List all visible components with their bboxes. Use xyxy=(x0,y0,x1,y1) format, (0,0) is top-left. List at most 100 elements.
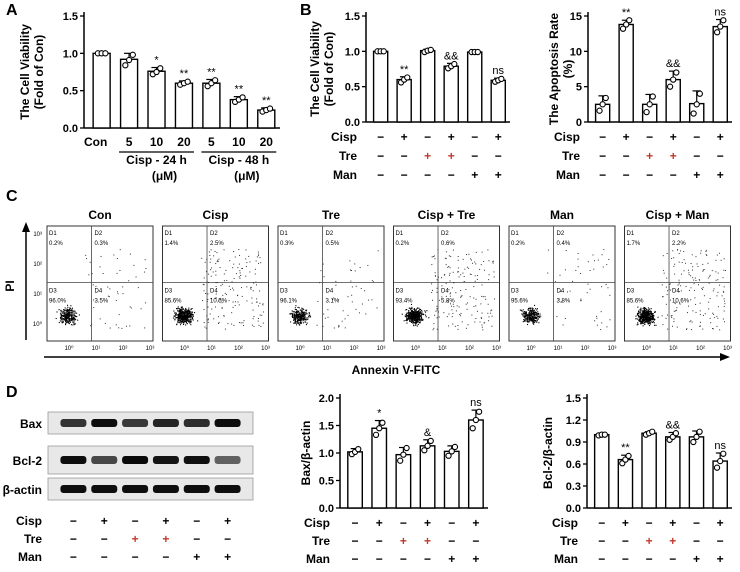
flow-event xyxy=(462,258,464,260)
quadrant-percent: 85.6% xyxy=(627,298,645,304)
flow-event xyxy=(294,320,297,322)
flow-event xyxy=(181,316,183,318)
flow-event xyxy=(537,315,539,317)
flow-event xyxy=(255,284,257,286)
x-axis-tick-label: 10³ xyxy=(723,346,732,352)
data-point xyxy=(469,425,476,432)
flow-event xyxy=(231,323,233,325)
flow-event xyxy=(176,317,178,319)
flow-event xyxy=(178,318,180,320)
flow-event xyxy=(180,321,182,323)
flow-event xyxy=(63,315,65,317)
flow-event xyxy=(531,319,533,321)
flow-event xyxy=(122,293,124,295)
flow-event xyxy=(586,292,588,294)
flow-event xyxy=(647,319,650,321)
flow-event xyxy=(642,318,645,320)
flow-event xyxy=(647,317,649,319)
flow-event xyxy=(246,262,248,264)
significance-mark: * xyxy=(154,55,159,67)
flow-event xyxy=(411,318,414,321)
flow-event xyxy=(179,314,181,316)
flow-event xyxy=(203,284,205,286)
quadrant-name: D2 xyxy=(441,231,449,237)
flow-event xyxy=(408,313,410,315)
flow-event xyxy=(234,301,236,303)
flow-event xyxy=(249,261,251,263)
treatment-label: Cisp xyxy=(331,130,357,144)
flow-event xyxy=(537,311,539,313)
flow-event xyxy=(449,267,451,269)
flow-event xyxy=(690,320,692,322)
treatment-sign: − xyxy=(101,532,108,546)
flow-event xyxy=(700,325,702,327)
flow-event xyxy=(635,315,637,317)
flow-event xyxy=(436,287,438,289)
flow-event xyxy=(179,312,181,314)
flow-event xyxy=(451,287,453,289)
flow-event xyxy=(556,316,558,318)
bar xyxy=(147,70,166,129)
flow-event xyxy=(293,311,295,313)
flow-event xyxy=(594,260,596,262)
flow-event xyxy=(448,325,450,327)
flow-event xyxy=(295,318,297,320)
flow-event xyxy=(470,258,472,260)
flow-event xyxy=(144,327,146,329)
flow-event xyxy=(636,324,638,326)
flow-event xyxy=(413,322,416,324)
flow-event xyxy=(302,312,304,314)
x-axis-tick-label: 10² xyxy=(465,346,474,352)
flow-event xyxy=(71,318,73,320)
flow-event xyxy=(596,315,598,317)
flow-event xyxy=(246,286,248,288)
flow-event xyxy=(593,268,595,270)
flow-event xyxy=(178,319,180,321)
quadrant-name: D1 xyxy=(165,231,173,237)
flow-event xyxy=(208,251,210,253)
y-tick-label: 0.6 xyxy=(566,459,581,471)
flow-event xyxy=(207,321,209,323)
flow-event xyxy=(184,318,186,320)
flow-event xyxy=(434,314,436,316)
flow-event xyxy=(635,318,637,320)
flow-event xyxy=(220,298,222,300)
flow-event xyxy=(525,311,527,313)
flow-event xyxy=(436,309,438,311)
y-tick-label: 0.0 xyxy=(63,123,78,135)
flow-event xyxy=(529,309,531,311)
flow-event xyxy=(66,320,68,322)
flow-event xyxy=(295,309,298,311)
flow-event xyxy=(417,319,419,321)
flow-event xyxy=(432,329,434,331)
treatment-label: Tre xyxy=(312,534,330,548)
flow-event xyxy=(189,318,191,320)
data-point xyxy=(693,433,700,441)
flow-event xyxy=(666,277,668,279)
flow-event xyxy=(602,266,604,268)
flow-event xyxy=(418,310,420,312)
flow-event xyxy=(680,250,682,252)
flow-event xyxy=(644,321,646,323)
flow-event xyxy=(445,282,447,284)
flow-event xyxy=(260,325,262,327)
flow-event xyxy=(406,315,408,317)
flow-event xyxy=(680,290,682,292)
flow-event xyxy=(639,310,641,312)
flow-event xyxy=(414,309,416,311)
flow-event xyxy=(258,305,260,307)
flow-event xyxy=(460,296,462,298)
flow-event xyxy=(642,314,644,316)
flow-event xyxy=(299,316,301,318)
flow-event xyxy=(535,312,537,314)
flow-event xyxy=(65,314,67,316)
treatment-sign: − xyxy=(646,130,653,144)
flow-event xyxy=(638,311,640,313)
treatment-sign: − xyxy=(448,534,455,548)
flow-event xyxy=(413,317,416,320)
quadrant-name: D4 xyxy=(95,288,103,294)
x-category-label: 20 xyxy=(177,135,191,149)
flow-event xyxy=(533,313,535,315)
flow-event xyxy=(179,309,182,311)
flow-event xyxy=(367,264,369,266)
